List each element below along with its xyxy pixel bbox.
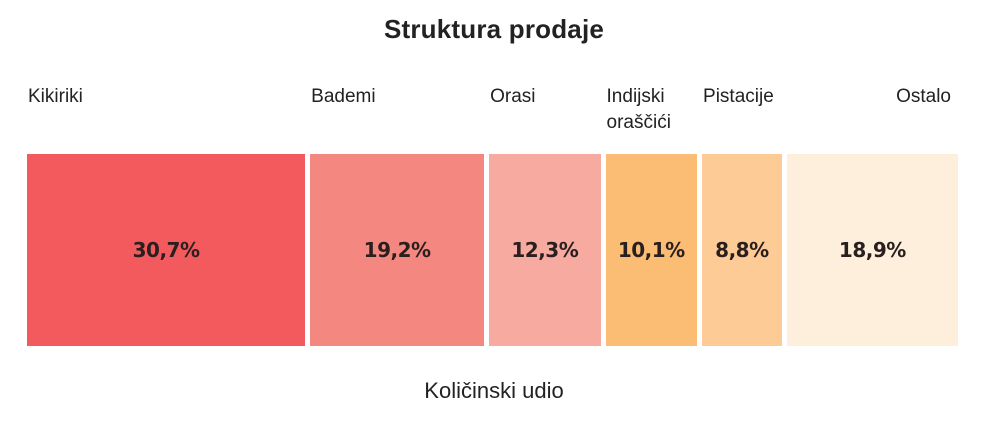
data-label: 18,9%	[838, 238, 906, 262]
category-labels: Kikiriki Bademi Orasi Indijski oraščići Pista…	[0, 84, 988, 144]
bar-segment: 10,1%	[605, 154, 698, 346]
x-axis-label: Količinski udio	[424, 378, 564, 403]
bar-segment: 30,7%	[27, 154, 306, 346]
bar-segment: 12,3%	[489, 154, 601, 346]
data-label: 30,7%	[132, 238, 200, 262]
bar-segment: 19,2%	[310, 154, 485, 346]
stacked-bar: 30,7% 19,2% 12,3% 10,1% 8,8% 18,9%	[0, 154, 988, 346]
category-label: Bademi	[311, 86, 376, 107]
category-label: Kikiriki	[28, 86, 83, 107]
chart-title: Struktura prodaje	[383, 14, 605, 44]
data-label: 12,3%	[511, 238, 579, 262]
data-label: 19,2%	[363, 238, 431, 262]
category-label: Orasi	[490, 86, 536, 107]
data-label: 10,1%	[617, 238, 685, 262]
bar-segment: 8,8%	[702, 154, 782, 346]
bar-segment: 18,9%	[786, 154, 958, 346]
category-label: Pistacije	[703, 86, 774, 107]
data-label: 8,8%	[715, 238, 769, 262]
category-label: Ostalo	[896, 86, 951, 107]
category-label: Indijski oraščići	[606, 86, 671, 133]
